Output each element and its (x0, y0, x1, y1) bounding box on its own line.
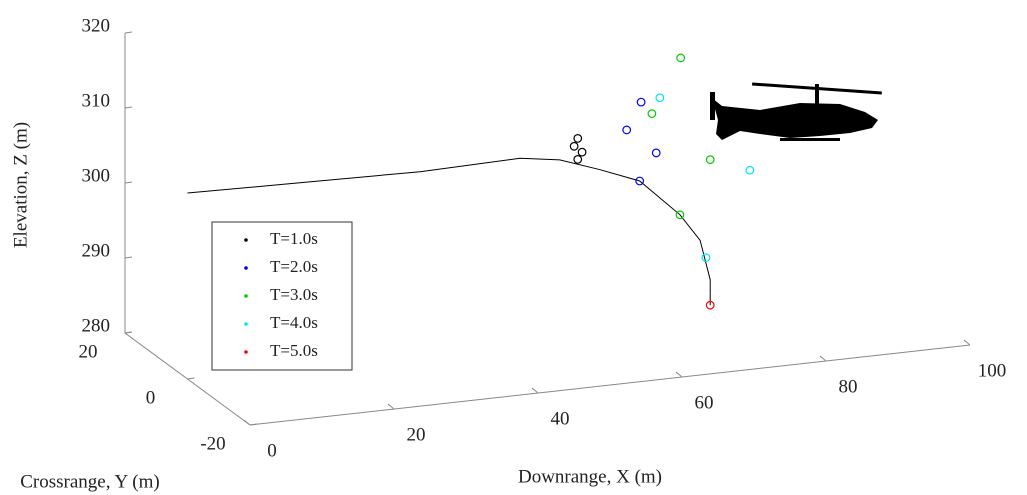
point (635, 176, 645, 186)
z-tick (124, 31, 133, 34)
trajectory-line (187, 157, 711, 306)
point (622, 125, 632, 135)
point (577, 147, 587, 157)
z-tick (124, 106, 133, 109)
point (705, 155, 715, 165)
legend-label: T=1.0s (270, 229, 318, 248)
z-tick (124, 331, 133, 334)
legend-label: T=2.0s (270, 257, 318, 276)
legend-marker (244, 238, 248, 242)
z-tick (124, 181, 133, 184)
point (651, 148, 661, 158)
point (675, 210, 685, 220)
legend-marker (244, 350, 248, 354)
legend-marker (244, 294, 248, 298)
legend-label: T=4.0s (270, 313, 318, 332)
z-axis-label: Elevation, Z (m) (10, 122, 31, 248)
point (655, 93, 665, 103)
z-tick (124, 256, 133, 259)
y-tick (187, 377, 195, 380)
y-tick (249, 423, 258, 426)
x-axis-label: Downrange, X (m) (518, 466, 662, 487)
x-tick-label: 20 (407, 424, 426, 445)
point (569, 141, 579, 151)
z-tick-label: 280 (82, 315, 111, 336)
x-tick-label: 40 (551, 408, 570, 429)
x-tick (531, 387, 539, 394)
legend-marker (244, 266, 248, 270)
point (636, 97, 646, 107)
point (705, 300, 715, 310)
x-tick (963, 339, 971, 346)
point (745, 165, 755, 175)
z-tick-label: 290 (82, 240, 111, 261)
x-tick (819, 355, 827, 362)
legend-marker (244, 322, 248, 326)
point (573, 133, 583, 143)
legend: T=1.0s T=2.0s T=3.0s T=4.0s T=5.0s (211, 221, 353, 371)
z-tick-label: 320 (82, 15, 111, 36)
legend-label: T=3.0s (270, 285, 318, 304)
x-tick (675, 371, 683, 378)
y-tick-label: 0 (146, 387, 156, 408)
helicopter-icon (710, 82, 882, 141)
y-tick-label: -20 (200, 433, 225, 454)
x-axis (249, 344, 971, 426)
point (701, 253, 711, 263)
point (676, 53, 686, 63)
point (573, 154, 583, 164)
z-tick-label: 310 (82, 90, 111, 111)
y-tick-label: 20 (79, 341, 98, 362)
x-tick-label: 100 (978, 360, 1007, 381)
y-axis-label: Crossrange, Y (m) (20, 471, 159, 492)
x-tick-label: 80 (839, 376, 858, 397)
x-tick (243, 419, 251, 426)
x-tick-label: 60 (695, 392, 714, 413)
x-tick (387, 403, 395, 410)
legend-box (211, 221, 353, 371)
point (647, 109, 657, 119)
z-tick-label: 300 (82, 165, 111, 186)
x-tick-label: 0 (267, 440, 277, 461)
legend-label: T=5.0s (270, 341, 318, 360)
